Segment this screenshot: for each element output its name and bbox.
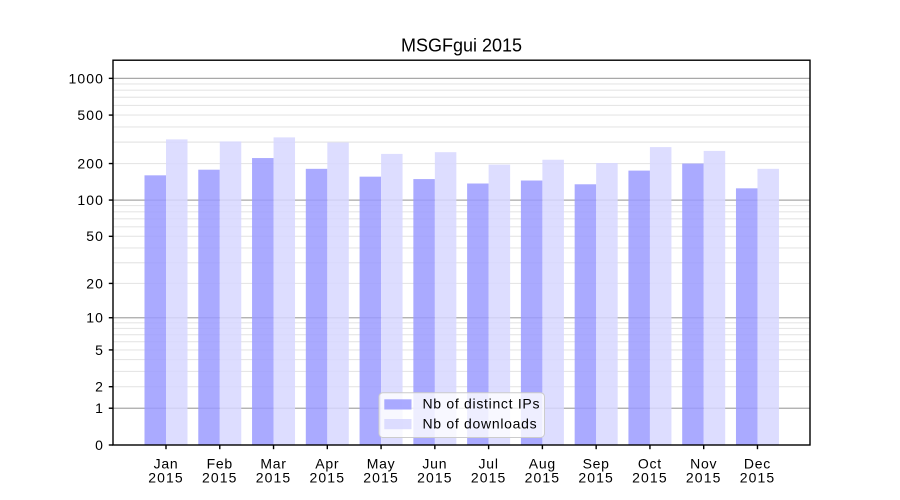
svg-text:Aug: Aug — [529, 455, 556, 471]
svg-text:Jan: Jan — [154, 455, 179, 471]
svg-text:Mar: Mar — [260, 455, 286, 471]
svg-text:2015: 2015 — [578, 469, 614, 485]
svg-text:2015: 2015 — [202, 469, 238, 485]
svg-text:Apr: Apr — [315, 455, 339, 471]
svg-text:2015: 2015 — [471, 469, 507, 485]
svg-text:2015: 2015 — [686, 469, 722, 485]
svg-text:Oct: Oct — [638, 455, 662, 471]
svg-text:1: 1 — [95, 400, 104, 416]
svg-text:Jun: Jun — [422, 455, 447, 471]
svg-text:2015: 2015 — [525, 469, 561, 485]
svg-text:2015: 2015 — [148, 469, 184, 485]
svg-text:MSGFgui 2015: MSGFgui 2015 — [401, 36, 522, 56]
svg-text:100: 100 — [77, 192, 104, 208]
svg-text:May: May — [367, 455, 396, 471]
svg-text:2015: 2015 — [740, 469, 776, 485]
svg-text:Dec: Dec — [744, 455, 771, 471]
svg-text:2015: 2015 — [256, 469, 292, 485]
svg-text:1000: 1000 — [68, 70, 104, 86]
svg-text:2015: 2015 — [417, 469, 453, 485]
svg-text:10: 10 — [86, 310, 104, 326]
svg-text:5: 5 — [95, 342, 104, 358]
svg-text:Feb: Feb — [207, 455, 233, 471]
svg-text:Nb of downloads: Nb of downloads — [423, 415, 538, 431]
svg-text:Nb of distinct IPs: Nb of distinct IPs — [423, 396, 541, 412]
svg-text:20: 20 — [86, 275, 104, 291]
svg-text:500: 500 — [77, 107, 104, 123]
svg-text:2: 2 — [95, 379, 104, 395]
svg-text:2015: 2015 — [632, 469, 668, 485]
svg-text:2015: 2015 — [310, 469, 346, 485]
svg-text:Sep: Sep — [583, 455, 610, 471]
svg-text:0: 0 — [95, 437, 104, 453]
svg-text:200: 200 — [77, 155, 104, 171]
svg-text:Nov: Nov — [690, 455, 717, 471]
svg-text:2015: 2015 — [363, 469, 399, 485]
svg-text:50: 50 — [86, 228, 104, 244]
svg-text:Jul: Jul — [479, 455, 499, 471]
